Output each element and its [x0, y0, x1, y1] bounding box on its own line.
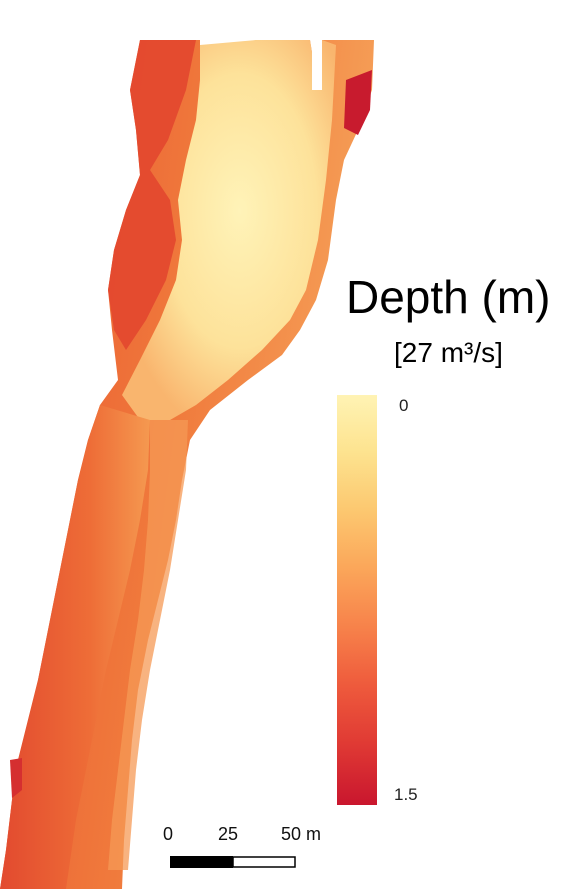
deep-pocket-small	[10, 758, 22, 798]
scale-bar	[170, 856, 296, 868]
scale-bar-black-segment	[170, 856, 233, 868]
scale-label-0: 0	[163, 824, 174, 844]
scale-label-25: 25	[218, 824, 239, 844]
deep-pocket	[344, 70, 372, 135]
deep-channel-upper	[108, 40, 196, 350]
legend-subtitle: [27 m³/s]	[394, 337, 503, 368]
deep-channel-lower	[0, 405, 150, 889]
shallow-fringe	[108, 420, 188, 870]
colorbar-max-label: 0	[399, 396, 409, 415]
depth-colorbar	[337, 395, 377, 805]
shallow-bar	[122, 40, 336, 420]
scale-bar-white-segment	[232, 856, 296, 868]
scale-label-50: 50 m	[281, 824, 322, 844]
legend-title: Depth (m)	[346, 271, 551, 323]
top-gap	[312, 40, 322, 90]
colorbar-min-label: 1.5	[394, 785, 418, 804]
